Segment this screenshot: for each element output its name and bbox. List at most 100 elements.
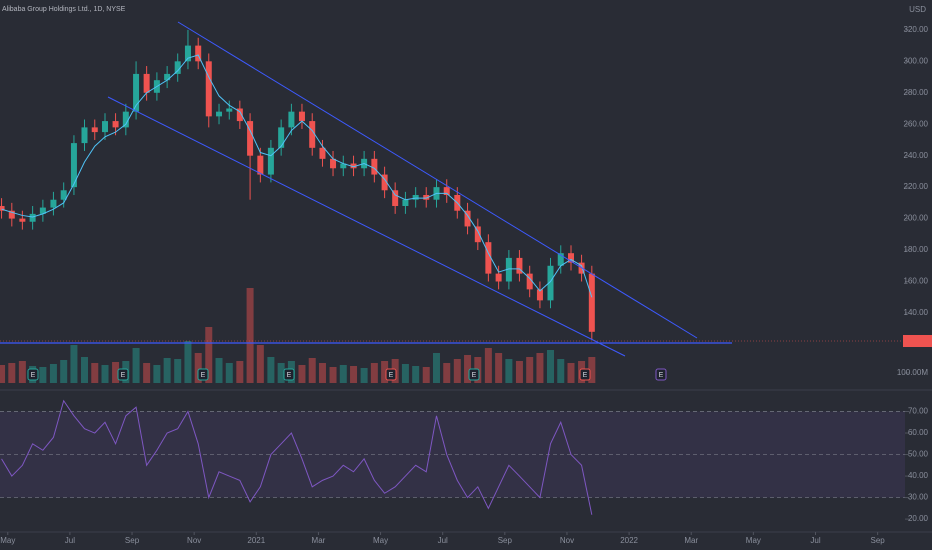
candle-body (340, 163, 347, 169)
x-tick-label: Nov (560, 536, 574, 545)
volume-bar (505, 359, 513, 383)
candle-body (402, 199, 409, 207)
earnings-marker (468, 368, 480, 381)
volume-bar (112, 362, 120, 383)
earnings-label: E (659, 372, 664, 379)
candle-body (174, 61, 181, 74)
channel-upper (177, 21, 698, 339)
candle-body (0, 206, 5, 211)
candle-body (81, 127, 88, 144)
volume-bar (205, 327, 213, 383)
earnings-marker (117, 368, 129, 381)
volume-bar (318, 363, 326, 383)
volume-bar (412, 366, 420, 383)
volume-bar (18, 361, 26, 383)
x-tick-label: Sep (125, 536, 140, 545)
marks: 320.00 300.00 280.00 260.00 240.00 220.00 200.… (0, 25, 929, 545)
volume-bar (370, 363, 378, 383)
earnings-marker (283, 368, 295, 381)
candle-body (122, 111, 129, 128)
volume-bar (194, 353, 202, 383)
candle-body (309, 121, 316, 148)
candle-body (464, 210, 471, 227)
volume-bar (350, 366, 358, 383)
price-tag (903, 335, 932, 347)
moving-average (1, 54, 593, 298)
volume-bar (547, 350, 555, 383)
volume-tick-label: 100.00M (897, 368, 928, 377)
candle-body (184, 45, 191, 62)
candle-body (412, 195, 419, 200)
earnings-label: E (121, 372, 126, 379)
volume-bar (184, 341, 192, 383)
volume-bar (132, 348, 140, 383)
y-tick-label: 320.00 (904, 25, 929, 34)
x-tick-label: May (0, 536, 15, 545)
candle-body (423, 195, 430, 200)
volume-bar (526, 357, 534, 383)
volume-bar (495, 353, 503, 383)
x-tick-label: Jul (810, 536, 820, 545)
x-tick-label: Mar (312, 536, 326, 545)
candle-body (568, 253, 575, 263)
y-tick-label: 240.00 (904, 151, 929, 160)
candle-body (588, 273, 595, 332)
x-tick-label: Mar (684, 536, 698, 545)
volume-bar (422, 367, 430, 383)
candle-body (371, 158, 378, 175)
volume-bar (49, 364, 57, 383)
volume-bar (143, 363, 151, 383)
y-tick-label: 140.00 (904, 308, 929, 317)
x-tick-label: Jul (438, 536, 448, 545)
volume-bar (557, 359, 565, 383)
earnings-label: E (472, 372, 477, 379)
candle-body (236, 108, 243, 122)
channel-lower (107, 96, 626, 357)
rsi-line (1, 399, 593, 515)
volume-bar (277, 363, 285, 383)
volume-bar (298, 365, 306, 383)
volume-bar (401, 364, 409, 383)
candle-body (298, 111, 305, 122)
candle-body (133, 73, 140, 112)
rsi-tick-label: 40.00 (908, 471, 929, 480)
candle-body (547, 265, 554, 301)
candle-body (516, 257, 523, 274)
volume-bar (39, 367, 47, 383)
earnings-marker (655, 368, 667, 381)
volume-bar (163, 358, 171, 383)
y-tick-label: 260.00 (904, 119, 929, 128)
volume-bar (215, 358, 223, 383)
candle-body (164, 73, 171, 81)
rsi-tick-label: 50.00 (908, 450, 929, 459)
currency-label: USD (909, 5, 926, 14)
x-tick-label: Jul (65, 536, 75, 545)
candle-body (278, 127, 285, 148)
volume-bar (443, 363, 451, 383)
earnings-marker (27, 368, 39, 381)
earnings-label: E (389, 372, 394, 379)
candle-body (195, 45, 202, 62)
x-tick-label: 2021 (247, 536, 265, 545)
volume-bar (432, 353, 440, 383)
y-tick-label: 180.00 (904, 245, 929, 254)
candle-body (319, 147, 326, 159)
candle-body (330, 158, 337, 169)
candle-body (392, 190, 399, 207)
earnings-marker (197, 368, 209, 381)
x-tick-label: May (746, 536, 761, 545)
y-tick-label: 200.00 (904, 214, 929, 223)
volume-bar (567, 363, 575, 383)
y-tick-label: 280.00 (904, 88, 929, 97)
volume-bar (464, 355, 472, 383)
volume-bar (453, 359, 461, 383)
volume-bar (60, 360, 68, 383)
candle-body (557, 253, 564, 266)
volume-bar (91, 363, 99, 383)
volume-bar (246, 288, 254, 383)
candle-body (505, 257, 512, 282)
candle-body (247, 121, 254, 156)
earnings-label: E (201, 372, 206, 379)
